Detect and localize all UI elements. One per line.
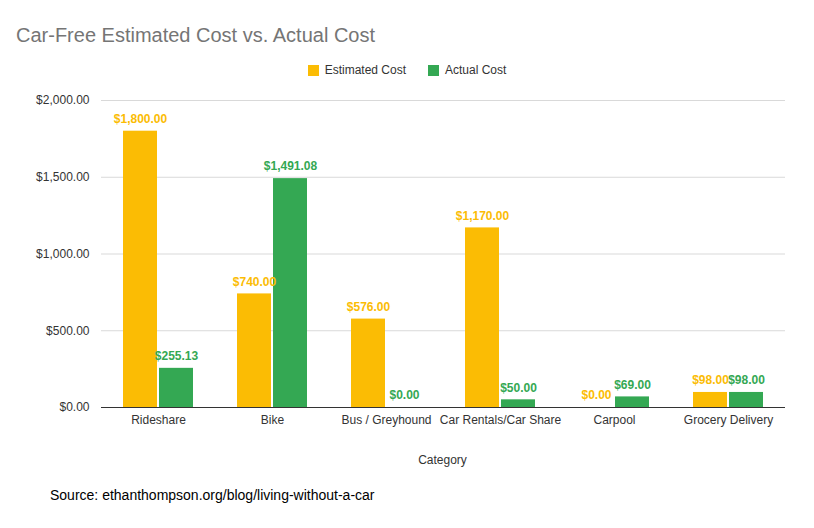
- svg-text:$576.00: $576.00: [347, 300, 391, 314]
- svg-text:$2,000.00: $2,000.00: [36, 93, 90, 107]
- svg-text:$50.00: $50.00: [500, 381, 537, 395]
- html-text:Actual Cost: Actual Cost: [445, 63, 507, 77]
- svg-text:$0.00: $0.00: [59, 400, 89, 414]
- svg-text:Grocery Delivery: Grocery Delivery: [684, 413, 773, 427]
- svg-text:$98.00: $98.00: [728, 373, 765, 387]
- svg-text:$1,500.00: $1,500.00: [36, 170, 90, 184]
- svg-text:$69.00: $69.00: [614, 378, 651, 392]
- svg-text:$255.13: $255.13: [155, 349, 199, 363]
- svg-text:Bike: Bike: [261, 413, 285, 427]
- html-text:Category: Category: [418, 453, 467, 467]
- svg-text:$1,800.00: $1,800.00: [114, 112, 168, 126]
- svg-text:$98.00: $98.00: [692, 373, 729, 387]
- html-text:Car-Free Estimated Cost vs. Ac: Car-Free Estimated Cost vs. Actual Cost: [16, 24, 375, 46]
- svg-text:$1,170.00: $1,170.00: [456, 209, 510, 223]
- svg-text:$740.00: $740.00: [233, 275, 277, 289]
- svg-text:Carpool: Carpool: [593, 413, 635, 427]
- svg-text:Bus / Greyhound: Bus / Greyhound: [341, 413, 431, 427]
- html-text:Source: ethanthompson.org/blog: Source: ethanthompson.org/blog/living-wi…: [50, 487, 375, 503]
- html-text:Estimated Cost: Estimated Cost: [324, 63, 406, 77]
- svg-text:$500.00: $500.00: [46, 324, 90, 338]
- svg-text:$1,000.00: $1,000.00: [36, 247, 90, 261]
- svg-text:$1,491.08: $1,491.08: [264, 159, 318, 173]
- svg-text:Rideshare: Rideshare: [131, 413, 186, 427]
- svg-text:$0.00: $0.00: [581, 388, 611, 402]
- svg-text:$0.00: $0.00: [389, 388, 419, 402]
- svg-text:Car Rentals/Car Share: Car Rentals/Car Share: [440, 413, 562, 427]
